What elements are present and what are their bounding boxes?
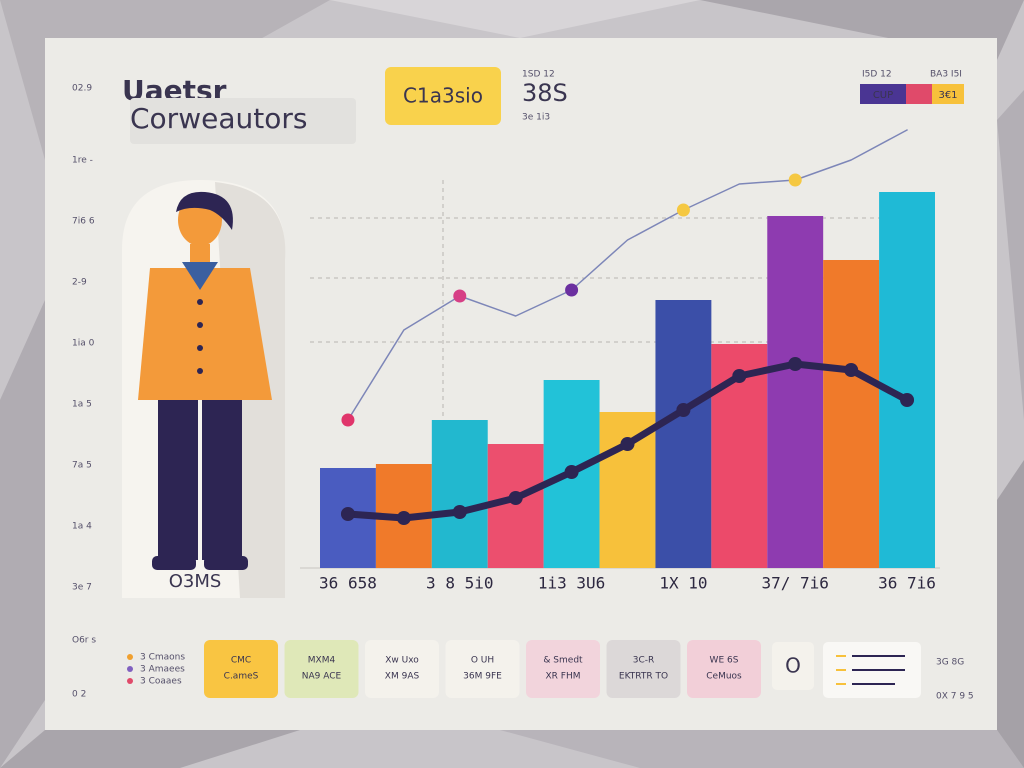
line-marker: [396, 511, 411, 525]
bar: [879, 192, 935, 568]
stat-note: 1SD 12: [522, 70, 555, 80]
footer-card[interactable]: [365, 640, 439, 698]
top-left-label: 02.9: [72, 84, 92, 94]
legend-text: 3 Coaaes: [140, 677, 182, 687]
badge-label: 3€1: [938, 90, 957, 101]
line-marker: [844, 363, 859, 377]
footer-note: 3G 8G: [936, 658, 964, 668]
line-marker: [676, 203, 690, 217]
card-text: Xw Uxo: [385, 656, 419, 666]
card-text: NA9 ACE: [302, 672, 342, 682]
card-text: 36M 9FE: [463, 672, 502, 682]
side-label: 1a 5: [72, 400, 92, 410]
stat: 38S: [522, 79, 568, 107]
control-label: O: [785, 654, 801, 678]
line-marker: [453, 289, 467, 303]
badge: [932, 84, 964, 104]
x-tick-label: 1X 10: [659, 574, 707, 593]
bar: [767, 216, 824, 568]
legend-dot: [127, 678, 133, 684]
footer-card[interactable]: [606, 640, 681, 698]
x-tick-label: 3 8 5i0: [426, 574, 493, 593]
legend-text: 3 Amaees: [140, 665, 185, 675]
footer-card[interactable]: [687, 640, 761, 698]
card-text: MXM4: [308, 656, 336, 666]
legend-dot: [127, 666, 133, 672]
list-lines: [836, 655, 905, 685]
card-text: C.ameS: [224, 672, 259, 682]
control[interactable]: [772, 642, 814, 690]
bar: [431, 420, 488, 568]
stat-note: 3e 1i3: [522, 113, 550, 123]
title: Corweautors: [130, 102, 307, 135]
card-text: EKTRTR TO: [619, 672, 668, 682]
badge-label: CUP: [873, 90, 893, 101]
footer-card[interactable]: [526, 640, 600, 698]
legend-dot: [127, 654, 133, 660]
card-text: 3C-R: [633, 656, 655, 666]
side-label: 7i6 6: [72, 217, 95, 227]
top-right-label: BA3 I5I: [930, 70, 962, 80]
line-marker: [340, 507, 355, 521]
footer-side-label: 0 2: [72, 690, 86, 700]
card-text: XR FHM: [546, 672, 581, 682]
x-tick-label: 36 7i6: [878, 574, 936, 593]
card-text: CeMuos: [706, 672, 742, 682]
card-text: CMC: [231, 656, 251, 666]
line-marker: [900, 393, 915, 407]
side-label: 1re -: [72, 156, 93, 166]
side-label: 7a 5: [72, 461, 92, 471]
card-text: XM 9AS: [385, 672, 420, 682]
line-marker: [564, 465, 579, 479]
footer-card[interactable]: [204, 640, 278, 698]
line-marker: [788, 173, 802, 187]
line-marker: [341, 413, 355, 427]
legend-text: 3 Cmaons: [140, 653, 185, 663]
line-marker: [676, 403, 691, 417]
side-label: 1a 4: [72, 522, 92, 532]
footer-card[interactable]: [445, 640, 520, 698]
footer-card[interactable]: [284, 640, 359, 698]
person-caption: O3MS: [169, 571, 222, 592]
side-label: 3e 7: [72, 583, 92, 593]
side-label: 2-9: [72, 278, 87, 288]
subtitle: C1a3sio: [403, 84, 483, 108]
line-marker: [732, 369, 747, 383]
person-illustration: [122, 180, 286, 598]
card-text: & Smedt: [543, 656, 583, 666]
bar: [655, 300, 712, 568]
x-tick-label: 37/ 7i6: [762, 574, 829, 593]
badge: [906, 84, 932, 104]
footer-side-label: O6r s: [72, 636, 96, 646]
title-band: [130, 98, 356, 144]
badge: [860, 84, 906, 104]
line: [347, 129, 908, 421]
card-text: O UH: [471, 656, 494, 666]
line-marker: [565, 283, 579, 297]
card-text: WE 6S: [710, 656, 739, 666]
line-marker: [620, 437, 635, 451]
line-marker: [452, 505, 467, 519]
top-right-label: I5D 12: [862, 70, 892, 80]
line-marker: [788, 357, 803, 371]
x-tick-label: 1i3 3U6: [538, 574, 605, 593]
x-tick-label: 36 658: [319, 574, 377, 593]
line-marker: [508, 491, 523, 505]
bar: [823, 260, 880, 568]
side-label: 1ia 0: [72, 339, 95, 349]
subtitle-badge: [385, 67, 501, 125]
footer-note: 0X 7 9 5: [936, 692, 974, 702]
